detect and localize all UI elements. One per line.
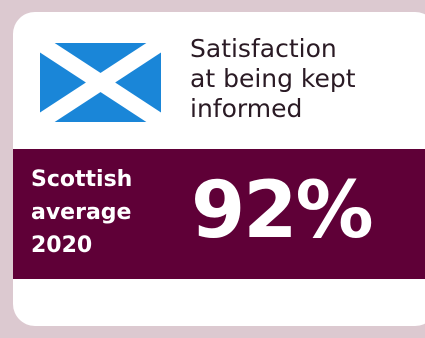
card-title: Satisfaction at being kept informed	[190, 34, 356, 123]
stat-label: Scottish average 2020	[31, 167, 133, 258]
scotland-flag-icon	[40, 43, 161, 122]
stat-value: 92%	[191, 166, 374, 256]
stat-card: Satisfaction at being kept informed Scot…	[13, 12, 425, 326]
stat-band: Scottish average 2020 92%	[13, 149, 425, 279]
